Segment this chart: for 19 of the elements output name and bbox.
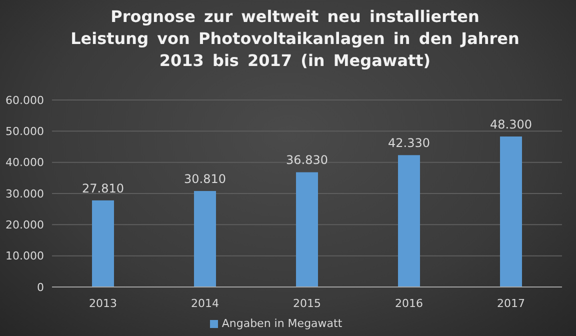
data-label: 36.830 [286, 153, 328, 168]
data-label: 48.300 [490, 117, 532, 132]
y-tick-label: 10.000 [6, 250, 44, 263]
y-tick-label: 30.000 [6, 187, 44, 200]
x-tick-label: 2013 [89, 296, 117, 310]
legend-label: Angaben in Megawatt [222, 317, 342, 330]
data-label: 27.810 [82, 181, 124, 196]
chart-title: Prognose zur weltweit neu installierten Leistung von Photovoltaikanlagen in den Jahren 2013 bis 2017 (in Megawatt) [70, 6, 520, 72]
y-tick-label: 0 [37, 280, 44, 294]
x-tick-label: 2016 [395, 296, 423, 310]
data-label: 42.330 [388, 136, 430, 150]
x-tick-label: 2015 [293, 296, 321, 310]
y-tick-label: 20.000 [6, 218, 44, 232]
y-tick-label: 60.000 [6, 94, 44, 107]
y-tick-label: 40.000 [6, 156, 44, 170]
data-label: 30.810 [184, 172, 226, 186]
x-tick-label: 2017 [497, 296, 525, 310]
y-tick-label: 50.000 [6, 125, 44, 138]
x-tick-label: 2014 [191, 296, 219, 310]
